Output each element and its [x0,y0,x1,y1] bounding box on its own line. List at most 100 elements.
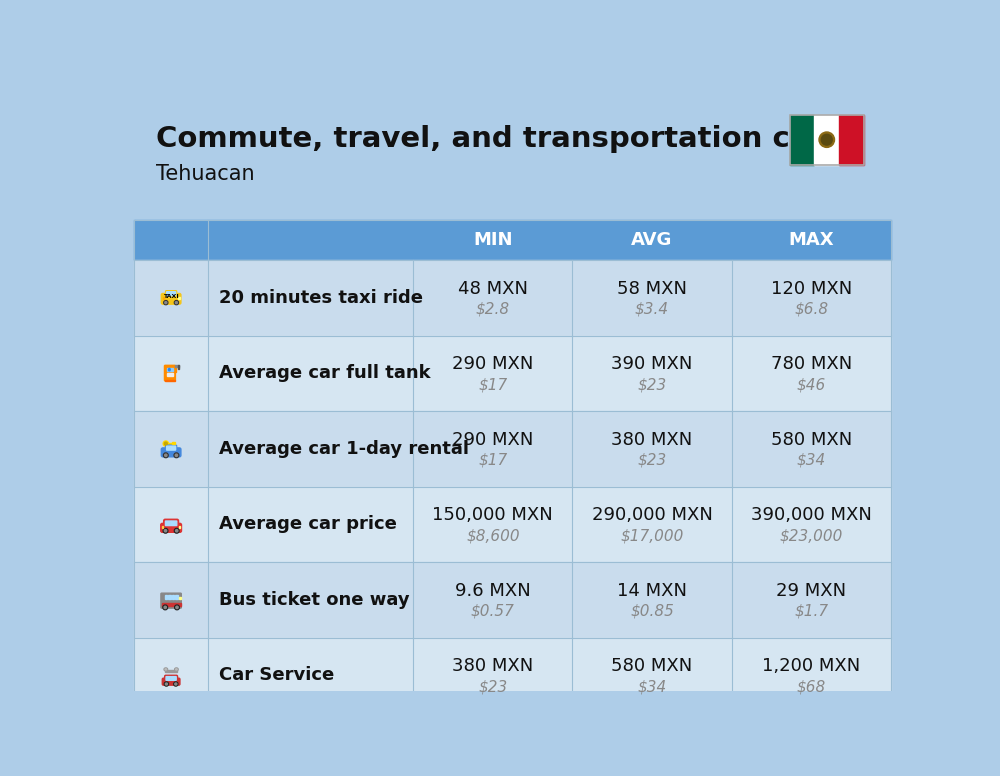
FancyBboxPatch shape [164,519,179,527]
Text: $68: $68 [797,679,826,694]
Bar [134,562,891,638]
Ellipse shape [165,669,167,670]
Text: 1,200 MXN: 1,200 MXN [762,657,860,675]
FancyBboxPatch shape [167,292,171,296]
FancyBboxPatch shape [162,678,180,685]
FancyBboxPatch shape [171,521,177,525]
Text: 58 MXN: 58 MXN [617,280,687,298]
Circle shape [821,134,832,145]
Text: $17: $17 [478,377,507,392]
Text: 390,000 MXN: 390,000 MXN [751,506,872,525]
Circle shape [164,442,167,445]
Bar [162,603,181,605]
Circle shape [176,529,178,532]
Circle shape [165,454,167,456]
FancyBboxPatch shape [161,293,181,304]
Text: TAXI: TAXI [163,294,179,299]
Circle shape [164,529,167,532]
Circle shape [163,453,168,458]
Text: $1.7: $1.7 [794,604,828,618]
Circle shape [164,682,168,686]
Circle shape [163,528,168,533]
Text: $0.57: $0.57 [471,604,515,618]
Bar [178,365,179,369]
Text: 380 MXN: 380 MXN [452,657,533,675]
Circle shape [819,132,835,147]
Bar [165,379,175,381]
Circle shape [174,453,179,458]
Text: 20 minutes taxi ride: 20 minutes taxi ride [219,289,423,307]
Circle shape [174,682,178,686]
Text: 390 MXN: 390 MXN [611,355,693,373]
Bar [167,372,173,376]
Text: 120 MXN: 120 MXN [771,280,852,298]
Bar [134,638,891,713]
Bar [134,487,891,562]
Text: Bus ticket one way: Bus ticket one way [219,591,409,609]
Ellipse shape [164,668,168,670]
FancyBboxPatch shape [164,365,175,381]
FancyBboxPatch shape [165,521,171,525]
Circle shape [163,605,168,610]
Bar [790,115,814,165]
FancyBboxPatch shape [161,448,181,457]
Text: Car Service: Car Service [219,667,334,684]
Text: MIN: MIN [473,231,513,249]
Bar [134,220,891,260]
Text: $34: $34 [797,452,826,468]
Text: Average car full tank: Average car full tank [219,365,430,383]
Circle shape [176,606,178,608]
Circle shape [174,528,179,533]
Bar [167,368,173,371]
Bar [162,526,163,528]
FancyBboxPatch shape [166,445,177,451]
Text: $23: $23 [478,679,507,694]
Text: $23: $23 [637,452,667,468]
Bar [175,595,178,598]
FancyBboxPatch shape [166,677,171,681]
Text: $3.4: $3.4 [635,302,669,317]
Text: $17: $17 [478,452,507,468]
Ellipse shape [176,669,177,670]
FancyBboxPatch shape [161,593,181,608]
Bar [165,670,177,672]
Text: $2.8: $2.8 [476,302,510,317]
FancyBboxPatch shape [171,677,176,681]
Text: $0.85: $0.85 [630,604,674,618]
Bar [134,260,891,336]
Text: Average car price: Average car price [219,515,397,533]
Text: $23: $23 [637,377,667,392]
Ellipse shape [168,369,170,371]
Circle shape [165,302,167,303]
Circle shape [175,683,177,685]
Text: $17,000: $17,000 [620,528,684,543]
Circle shape [165,683,167,685]
Circle shape [175,302,177,303]
Bar [163,297,164,299]
Text: $8,600: $8,600 [466,528,520,543]
Text: 150,000 MXN: 150,000 MXN [432,506,553,525]
Bar [168,595,171,598]
FancyBboxPatch shape [171,292,176,296]
Text: AVG: AVG [631,231,673,249]
Circle shape [164,300,168,305]
Bar [172,595,174,598]
Text: 29 MXN: 29 MXN [776,582,846,600]
Text: 780 MXN: 780 MXN [771,355,852,373]
Bar [134,336,891,411]
Circle shape [163,441,168,446]
Text: $23,000: $23,000 [779,528,843,543]
Text: $46: $46 [797,377,826,392]
Circle shape [174,300,178,305]
Bar [839,115,864,165]
Text: 290,000 MXN: 290,000 MXN [592,506,712,525]
Bar [172,442,173,444]
Text: $34: $34 [637,679,667,694]
Bar [165,595,167,598]
Circle shape [175,605,179,610]
Bar [168,443,173,444]
Text: 580 MXN: 580 MXN [771,431,852,449]
Circle shape [175,454,178,456]
Text: $6.8: $6.8 [794,302,828,317]
Text: Commute, travel, and transportation costs: Commute, travel, and transportation cost… [156,126,858,154]
